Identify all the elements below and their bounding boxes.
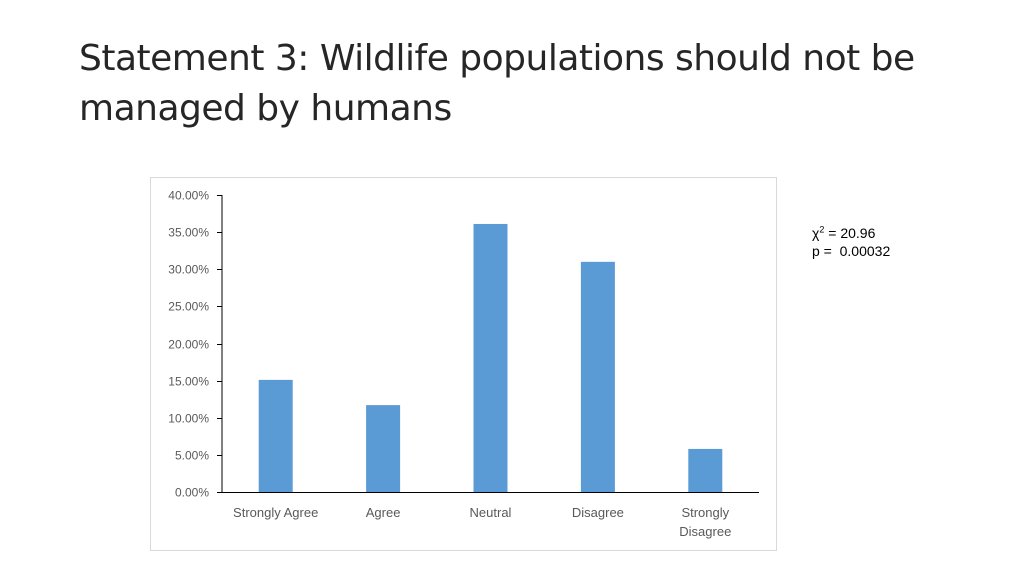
bar <box>366 405 401 492</box>
x-tick-label-line: Strongly Agree <box>233 505 318 520</box>
x-tick-label-line: Strongly <box>681 505 729 520</box>
y-tick-label: 10.00% <box>168 412 209 426</box>
bar <box>580 261 615 492</box>
y-tick-label: 25.00% <box>168 300 209 314</box>
x-tick-label-line: Agree <box>366 505 401 520</box>
statistics-box: χ2 = 20.96 p = 0.00032 <box>812 224 890 260</box>
y-tick-label: 20.00% <box>168 338 209 352</box>
y-tick-label: 35.00% <box>168 226 209 240</box>
chart-frame <box>150 177 777 551</box>
bar <box>473 223 508 492</box>
y-tick-label: 30.00% <box>168 263 209 277</box>
bar-chart: 0.00% 5.00% 10.00% 15.00% 20.00% 25.00% 30.00%… <box>168 189 759 539</box>
x-tick-label: Agree <box>366 505 401 520</box>
slide-title: Statement 3: Wildlife populations should… <box>79 38 915 129</box>
bar <box>688 448 723 492</box>
x-tick-label-line: Disagree <box>679 524 731 539</box>
p-value: p = 0.00032 <box>812 243 891 259</box>
x-tick-label: Neutral <box>470 505 512 520</box>
x-tick-label: Strongly Disagree <box>679 505 731 539</box>
chi-square-value: = 20.96 <box>824 225 876 241</box>
x-tick-label-line: Neutral <box>470 505 512 520</box>
bar <box>258 379 293 492</box>
y-tick-label: 0.00% <box>175 486 209 500</box>
y-tick-label: 40.00% <box>168 189 209 203</box>
chi-square-line: χ2 = 20.96 <box>812 224 890 242</box>
y-tick-label: 15.00% <box>168 375 209 389</box>
x-tick-label-line: Disagree <box>572 505 624 520</box>
y-tick-label: 5.00% <box>175 449 209 463</box>
chi-power: 2 <box>819 224 825 235</box>
x-tick-label: Disagree <box>572 505 624 520</box>
chi-symbol: χ <box>812 225 820 241</box>
x-tick-label: Strongly Agree <box>233 505 318 520</box>
